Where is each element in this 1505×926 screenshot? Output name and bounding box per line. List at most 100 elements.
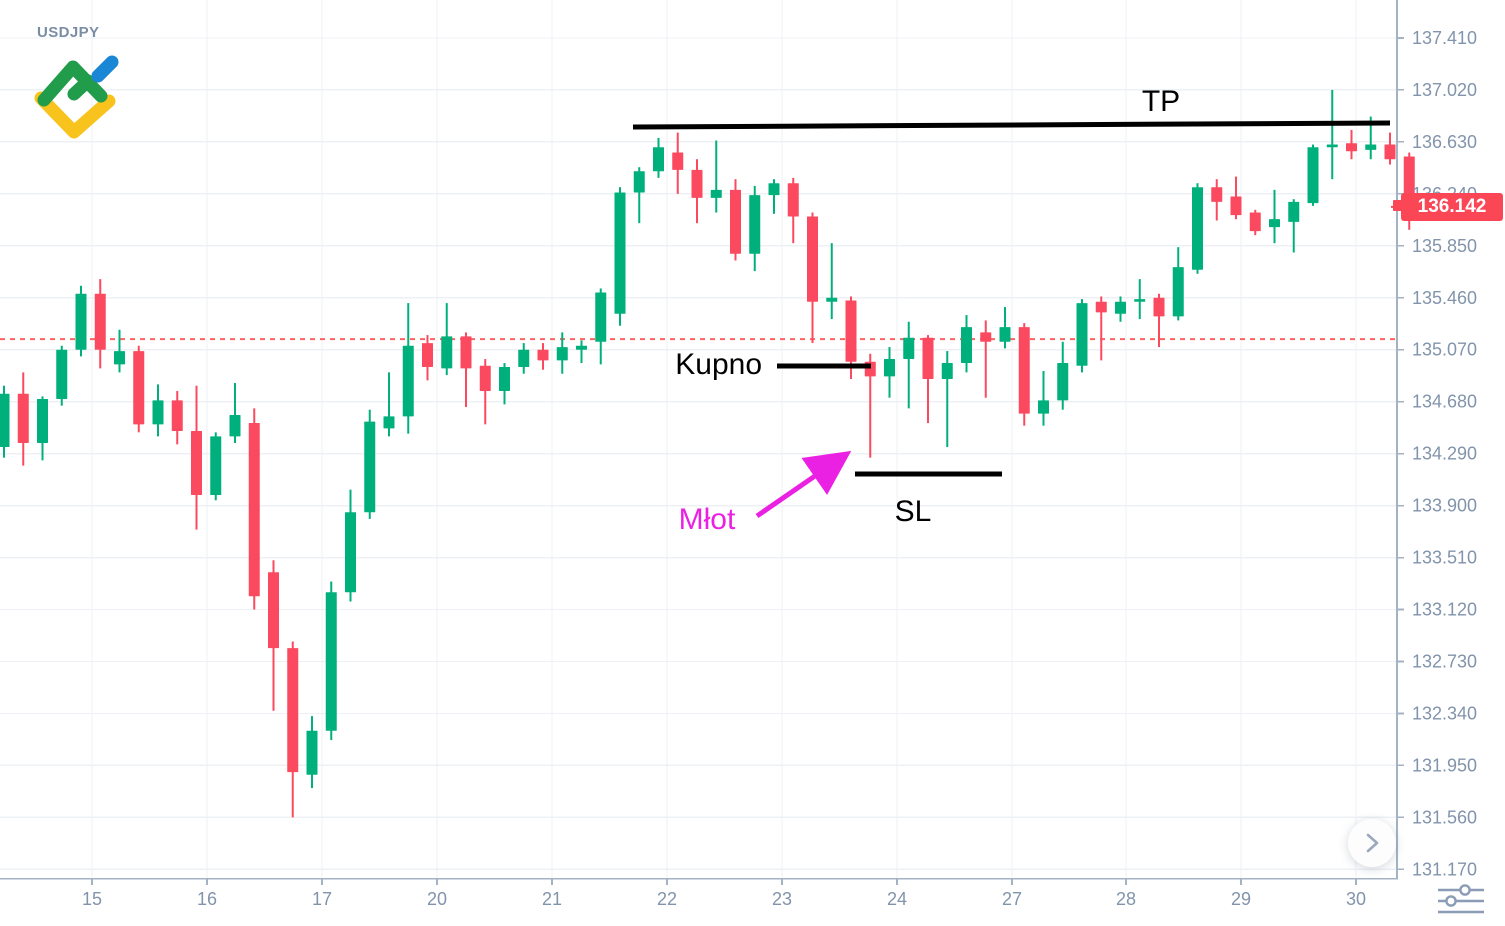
candle-wick [1369, 116, 1372, 160]
price-tick-label: 134.680 [1412, 392, 1477, 412]
mlot-label: Młot [679, 503, 736, 536]
candlestick [191, 385, 202, 530]
candle-wick [830, 243, 833, 320]
sl-label: SL [895, 495, 932, 528]
candle-body [1192, 187, 1203, 270]
candlestick [691, 159, 703, 224]
candle-wick [869, 353, 872, 458]
candle-wick [1331, 89, 1334, 180]
candlestick [1038, 371, 1049, 426]
candle-body [94, 293, 106, 350]
price-tick-label: 133.510 [1412, 548, 1477, 568]
time-tick-label: 28 [1116, 889, 1136, 909]
candlestick [999, 307, 1011, 349]
candlestick [17, 372, 29, 466]
time-axis[interactable]: 15 16 17 20 21 22 23 24 27 28 29 30 [82, 878, 1366, 909]
candle-body [268, 572, 279, 649]
candle-body [441, 336, 453, 369]
candle-body [479, 365, 491, 392]
candle-body [691, 169, 703, 198]
symbol-label: USDJPY [37, 24, 100, 41]
current-price-badge: 136.142 [1393, 193, 1503, 221]
axes [0, 0, 1398, 880]
price-tick-label: 137.410 [1412, 28, 1477, 48]
candle-wick [984, 320, 987, 398]
candle-body [37, 399, 48, 443]
axis-settings-icon[interactable] [1434, 883, 1488, 919]
candle-body [884, 359, 895, 377]
candle-body [980, 332, 992, 342]
price-tick-label: 135.460 [1412, 288, 1477, 308]
candle-wick [484, 359, 487, 425]
candlestick [922, 335, 934, 424]
candlestick [287, 641, 299, 818]
time-tick-label: 15 [82, 889, 102, 909]
price-axis[interactable]: 137.410137.020136.630136.240135.850135.4… [1397, 28, 1477, 879]
candle-body [1076, 303, 1088, 366]
candlestick [210, 432, 222, 501]
candle-body [325, 592, 337, 731]
candle-body [518, 349, 530, 368]
candlestick [980, 320, 992, 398]
candlestick [1346, 129, 1357, 160]
candle-wick [388, 372, 390, 437]
candlestick [653, 137, 664, 178]
candlestick [1018, 323, 1030, 426]
logo-green-arm [67, 74, 95, 101]
candle-wick [1100, 296, 1103, 361]
candlestick [268, 560, 279, 711]
candle-body [556, 347, 568, 361]
candlestick [383, 372, 395, 437]
candle-body [422, 343, 433, 368]
candlestick [75, 285, 87, 357]
scroll-to-latest-button[interactable] [1348, 819, 1396, 867]
candle-body [152, 400, 164, 425]
price-tick-label: 133.120 [1412, 600, 1477, 620]
candlestick [306, 716, 318, 789]
candlestick [710, 140, 722, 213]
candle-body [1326, 144, 1338, 148]
candle-body [306, 730, 318, 775]
candlestick [787, 177, 799, 244]
candlestick [152, 384, 164, 437]
price-tick-label: 135.070 [1412, 340, 1477, 360]
gridlines [0, 0, 1397, 878]
candle-body [1095, 301, 1107, 313]
time-tick-label: 27 [1002, 889, 1022, 909]
candlestick [1307, 144, 1319, 206]
candlestick [1153, 293, 1165, 348]
price-tick-label: 131.170 [1412, 859, 1477, 879]
candlestick [441, 303, 453, 376]
candle-body [1057, 363, 1069, 401]
candle-body [922, 337, 934, 380]
candlestick [807, 212, 818, 344]
candle-wick [638, 167, 641, 224]
kupno-label: Kupno [675, 348, 762, 381]
candle-body [633, 171, 645, 193]
candle-body [1307, 147, 1319, 204]
candle-body [75, 293, 87, 350]
candle-body [0, 393, 10, 447]
candlestick [364, 409, 376, 519]
candlestick [1365, 116, 1377, 160]
candlestick [1230, 176, 1242, 220]
price-tick-label: 135.850 [1412, 236, 1477, 256]
candlestick [1288, 199, 1300, 253]
candle-body [941, 363, 953, 380]
candlestick [1211, 179, 1223, 221]
candle-body [768, 183, 780, 196]
candlestick [730, 179, 741, 261]
time-tick-label: 20 [427, 889, 447, 909]
candle-body [1249, 212, 1261, 232]
candle-wick [580, 340, 583, 364]
candle-body [229, 415, 241, 437]
candle-body [191, 431, 202, 495]
price-tick-label: 132.730 [1412, 651, 1477, 671]
candlestick [171, 391, 183, 445]
candle-body [1211, 187, 1223, 202]
candle-body [1018, 327, 1030, 414]
candle-body [383, 416, 395, 429]
candlestick [56, 345, 68, 406]
candlestick [903, 321, 915, 409]
